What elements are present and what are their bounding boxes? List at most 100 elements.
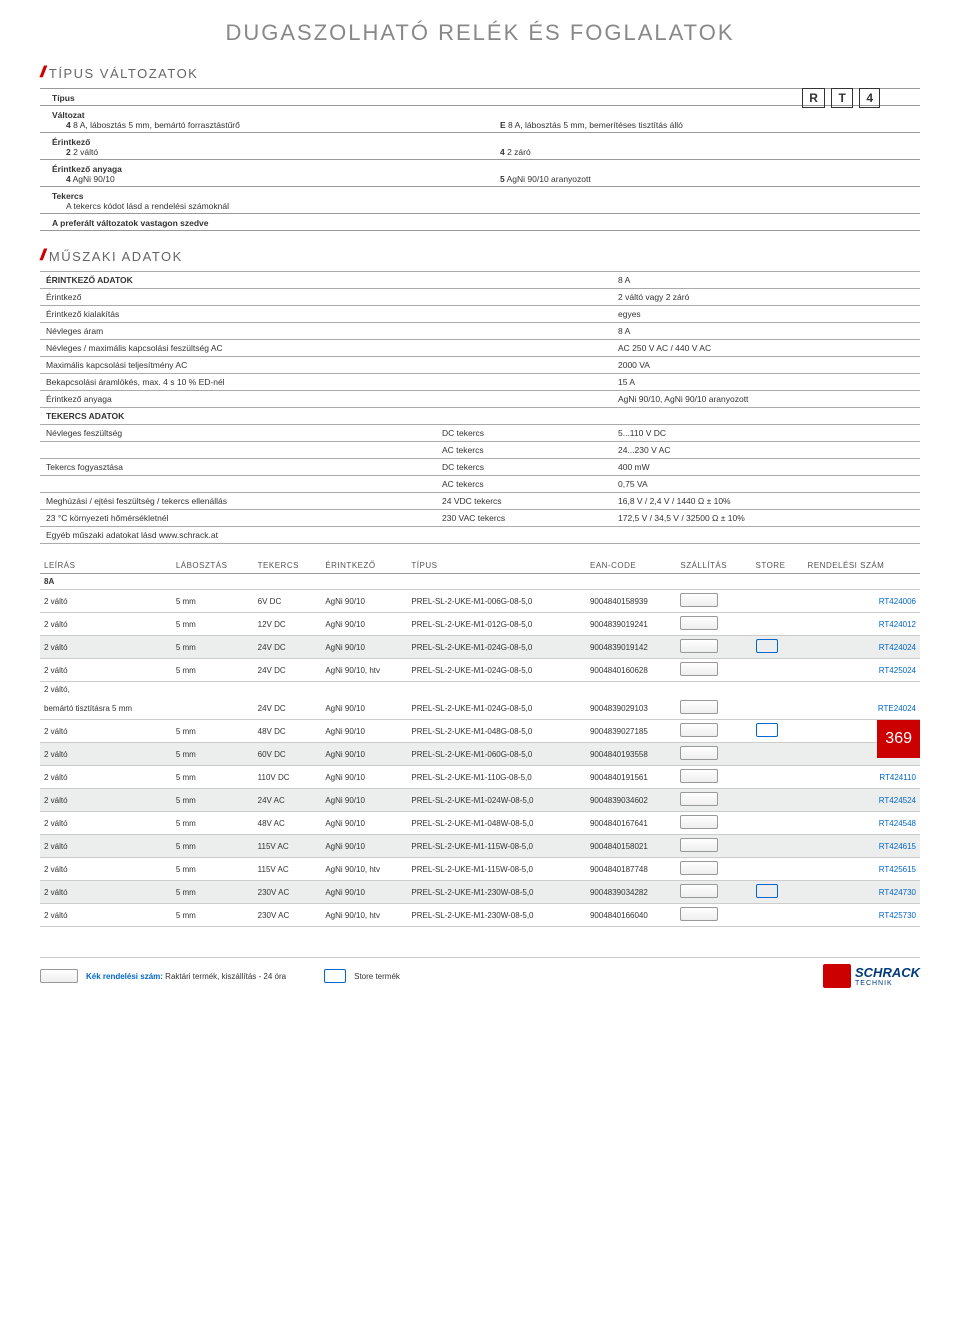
table-row: 2 váltó5 mm115V ACAgNi 90/10, htvPREL-SL… bbox=[40, 858, 920, 881]
tech-row: Meghúzási / ejtési feszültség / tekercs … bbox=[40, 493, 920, 510]
product-cell bbox=[321, 682, 407, 698]
tech-cell: DC tekercs bbox=[436, 425, 612, 442]
product-cell: 48V AC bbox=[254, 812, 322, 835]
order-number[interactable]: RT425730 bbox=[804, 904, 920, 927]
tech-cell: Bekapcsolási áramlökés, max. 4 s 10 % ED… bbox=[40, 374, 436, 391]
table-row: 2 váltó5 mm24V ACAgNi 90/10PREL-SL-2-UKE… bbox=[40, 789, 920, 812]
product-cell: AgNi 90/10 bbox=[321, 636, 407, 659]
truck-icon bbox=[680, 662, 718, 676]
product-cell bbox=[752, 858, 804, 881]
tech-cell: AC tekercs bbox=[436, 476, 612, 493]
product-cell: 2 váltó bbox=[40, 812, 172, 835]
table-row: 2 váltó5 mm6V DCAgNi 90/10PREL-SL-2-UKE-… bbox=[40, 590, 920, 613]
product-cell bbox=[676, 789, 751, 812]
products-col-header: EAN-CODE bbox=[586, 558, 676, 574]
page-title: DUGASZOLHATÓ RELÉK ÉS FOGLALATOK bbox=[40, 20, 920, 46]
truck-icon bbox=[680, 884, 718, 898]
product-cell: 9004839019241 bbox=[586, 613, 676, 636]
product-cell: 2 váltó bbox=[40, 858, 172, 881]
product-cell bbox=[676, 636, 751, 659]
table-row: 2 váltó, bbox=[40, 682, 920, 698]
tech-cell: 2 váltó vagy 2 záró bbox=[612, 289, 920, 306]
order-number[interactable]: RT424615 bbox=[804, 835, 920, 858]
product-cell: 2 váltó bbox=[40, 659, 172, 682]
tech-cell: 16,8 V / 2,4 V / 1440 Ω ± 10% bbox=[612, 493, 920, 510]
tech-cell: egyes bbox=[612, 306, 920, 323]
tech-cell: Névleges áram bbox=[40, 323, 436, 340]
product-cell: 6V DC bbox=[254, 590, 322, 613]
order-number[interactable]: RT424730 bbox=[804, 881, 920, 904]
order-number[interactable] bbox=[804, 682, 920, 698]
order-number[interactable]: RT424006 bbox=[804, 590, 920, 613]
product-cell: PREL-SL-2-UKE-M1-230W-08-5,0 bbox=[407, 881, 586, 904]
product-cell: 9004840191561 bbox=[586, 766, 676, 789]
product-cell: 5 mm bbox=[172, 835, 254, 858]
order-number[interactable]: RTE24024 bbox=[804, 697, 920, 720]
section-title-tech: MŰSZAKI ADATOK bbox=[49, 249, 183, 264]
product-cell: AgNi 90/10 bbox=[321, 835, 407, 858]
product-cell bbox=[752, 766, 804, 789]
tech-row: Érintkező anyagaAgNi 90/10, AgNi 90/10 a… bbox=[40, 391, 920, 408]
product-cell: 24V DC bbox=[254, 636, 322, 659]
product-cell: AgNi 90/10, htv bbox=[321, 659, 407, 682]
order-number[interactable]: RT424548 bbox=[804, 812, 920, 835]
product-cell: 9004839019142 bbox=[586, 636, 676, 659]
product-cell bbox=[752, 636, 804, 659]
slash-icon: // bbox=[40, 64, 43, 82]
product-cell: 230V AC bbox=[254, 881, 322, 904]
order-number[interactable]: RT425024 bbox=[804, 659, 920, 682]
tech-cell: ÉRINTKEZŐ ADATOK bbox=[40, 272, 436, 289]
truck-icon bbox=[680, 769, 718, 783]
product-cell: 9004840166040 bbox=[586, 904, 676, 927]
tech-row: AC tekercs24...230 V AC bbox=[40, 442, 920, 459]
products-table: LEÍRÁSLÁBOSZTÁSTEKERCSÉRINTKEZŐTÍPUSEAN-… bbox=[40, 558, 920, 927]
product-cell: AgNi 90/10 bbox=[321, 697, 407, 720]
table-row: 2 váltó5 mm230V ACAgNi 90/10, htvPREL-SL… bbox=[40, 904, 920, 927]
tech-cell: 24 VDC tekercs bbox=[436, 493, 612, 510]
product-cell: 115V AC bbox=[254, 858, 322, 881]
cart-icon bbox=[756, 884, 778, 898]
order-number[interactable]: RT424012 bbox=[804, 613, 920, 636]
tech-cell: 8 A bbox=[612, 323, 920, 340]
tech-cell bbox=[436, 527, 612, 544]
tech-cell: 2000 VA bbox=[612, 357, 920, 374]
tech-cell: AgNi 90/10, AgNi 90/10 aranyozott bbox=[612, 391, 920, 408]
order-number[interactable]: RT424024 bbox=[804, 636, 920, 659]
product-cell: PREL-SL-2-UKE-M1-012G-08-5,0 bbox=[407, 613, 586, 636]
tech-cell: 230 VAC tekercs bbox=[436, 510, 612, 527]
truck-icon bbox=[680, 723, 718, 737]
tech-cell bbox=[436, 323, 612, 340]
product-cell: PREL-SL-2-UKE-M1-115W-08-5,0 bbox=[407, 835, 586, 858]
product-cell: PREL-SL-2-UKE-M1-060G-08-5,0 bbox=[407, 743, 586, 766]
brand-name: SCHRACK bbox=[855, 965, 920, 980]
footer-stock-text: Raktári termék, kiszállítás - 24 óra bbox=[165, 972, 286, 981]
tech-cell bbox=[612, 408, 920, 425]
tech-cell: Névleges / maximális kapcsolási feszülts… bbox=[40, 340, 436, 357]
product-cell bbox=[752, 789, 804, 812]
product-cell: 5 mm bbox=[172, 720, 254, 743]
order-number[interactable]: RT424110 bbox=[804, 766, 920, 789]
page-number-badge: 369 bbox=[877, 720, 920, 758]
tech-cell bbox=[436, 357, 612, 374]
product-cell: AgNi 90/10 bbox=[321, 743, 407, 766]
tech-row: AC tekercs0,75 VA bbox=[40, 476, 920, 493]
truck-icon bbox=[680, 907, 718, 921]
type-row: TekercsA tekercs kódot lásd a rendelési … bbox=[40, 186, 920, 213]
tech-row: Egyéb műszaki adatokat lásd www.schrack.… bbox=[40, 527, 920, 544]
product-cell bbox=[752, 697, 804, 720]
product-cell: 9004840158939 bbox=[586, 590, 676, 613]
product-cell bbox=[676, 812, 751, 835]
type-row-label: A preferált változatok vastagon szedve bbox=[52, 218, 920, 228]
order-number[interactable]: RT425615 bbox=[804, 858, 920, 881]
product-cell: AgNi 90/10, htv bbox=[321, 904, 407, 927]
brand-logo: SCHRACK TECHNIK bbox=[823, 964, 920, 988]
type-sub: 5 AgNi 90/10 aranyozott bbox=[500, 174, 920, 184]
product-cell: 2 váltó bbox=[40, 904, 172, 927]
order-number[interactable]: RT424524 bbox=[804, 789, 920, 812]
type-sub: 4 8 A, lábosztás 5 mm, bemártó forrasztá… bbox=[66, 120, 486, 130]
product-cell bbox=[752, 743, 804, 766]
product-cell bbox=[676, 743, 751, 766]
product-cell bbox=[752, 904, 804, 927]
truck-icon bbox=[680, 700, 718, 714]
footer-blue-label: Kék rendelési szám: bbox=[86, 972, 163, 981]
